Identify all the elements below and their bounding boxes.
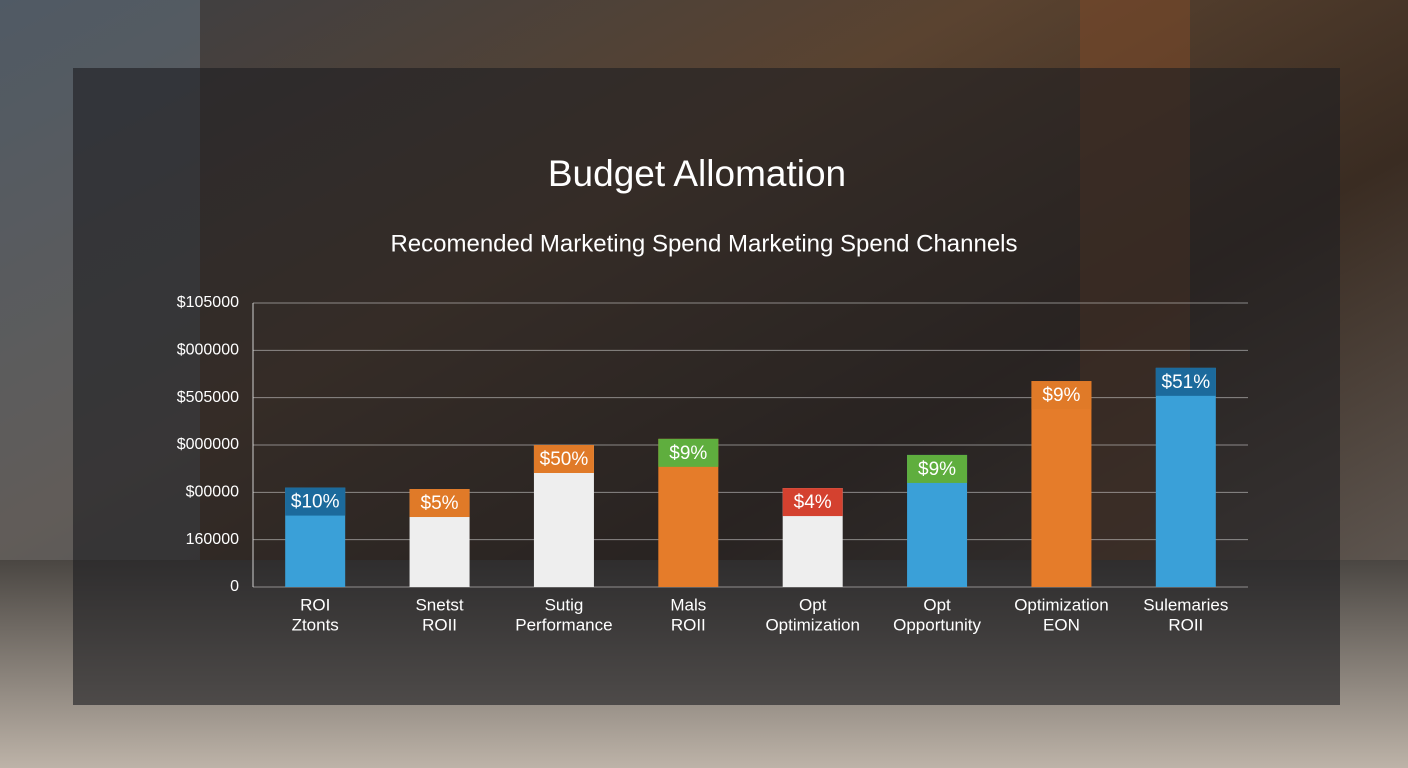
plot: 0 160000 $00000 $000000 $505000 $000000 $10500… <box>177 294 1248 634</box>
value-label: $10% <box>291 492 340 513</box>
value-label: $9% <box>918 459 956 480</box>
chart-subtitle: Recomended Marketing Spend Marketing Spe… <box>390 230 1017 257</box>
x-tick-label: ROII <box>1168 615 1203 634</box>
x-tick-label: Opt <box>923 595 951 614</box>
value-label-cap <box>782 488 843 517</box>
chart-title: Budget Allomation <box>548 153 846 194</box>
y-tick-label: $000000 <box>177 342 239 359</box>
x-tick-label: Optimization <box>765 615 859 634</box>
x-tick-label: Opportunity <box>893 615 981 634</box>
value-label-cap <box>907 454 968 483</box>
x-tick-label: Mals <box>670 595 706 614</box>
bar <box>1155 367 1216 587</box>
value-label: $9% <box>669 443 707 464</box>
x-tick-label: ROI <box>300 595 330 614</box>
value-label-cap <box>1031 381 1092 410</box>
value-label-cap <box>409 489 470 518</box>
y-tick-label: $105000 <box>177 294 239 311</box>
x-tick-label: Optimization <box>1014 595 1108 614</box>
y-tick-label: $000000 <box>177 436 239 453</box>
y-tick-label: 0 <box>230 578 239 595</box>
x-tick-label: Sulemaries <box>1143 595 1228 614</box>
y-tick-label: $00000 <box>186 484 239 501</box>
x-tick-label: Ztonts <box>292 615 339 634</box>
value-label: $50% <box>540 449 589 470</box>
y-tick-label: $505000 <box>177 389 239 406</box>
panel <box>73 68 1340 705</box>
value-label: $4% <box>794 492 832 513</box>
x-tick-label: Performance <box>515 615 612 634</box>
value-label: $5% <box>421 493 459 514</box>
value-label: $51% <box>1162 372 1211 393</box>
x-tick-label: Opt <box>799 595 827 614</box>
x-tick-label: ROII <box>671 615 706 634</box>
x-tick-label: Snetst <box>415 595 463 614</box>
bar <box>1031 381 1092 587</box>
value-label-cap <box>658 438 719 467</box>
value-label: $9% <box>1042 385 1080 406</box>
value-label-cap <box>1155 367 1216 396</box>
y-tick-label: 160000 <box>186 531 239 548</box>
value-label-cap <box>285 487 346 516</box>
x-tick-label: Sutig <box>545 595 584 614</box>
value-label-cap <box>533 445 594 473</box>
x-tick-label: ROII <box>422 615 457 634</box>
x-tick-label: EON <box>1043 615 1080 634</box>
